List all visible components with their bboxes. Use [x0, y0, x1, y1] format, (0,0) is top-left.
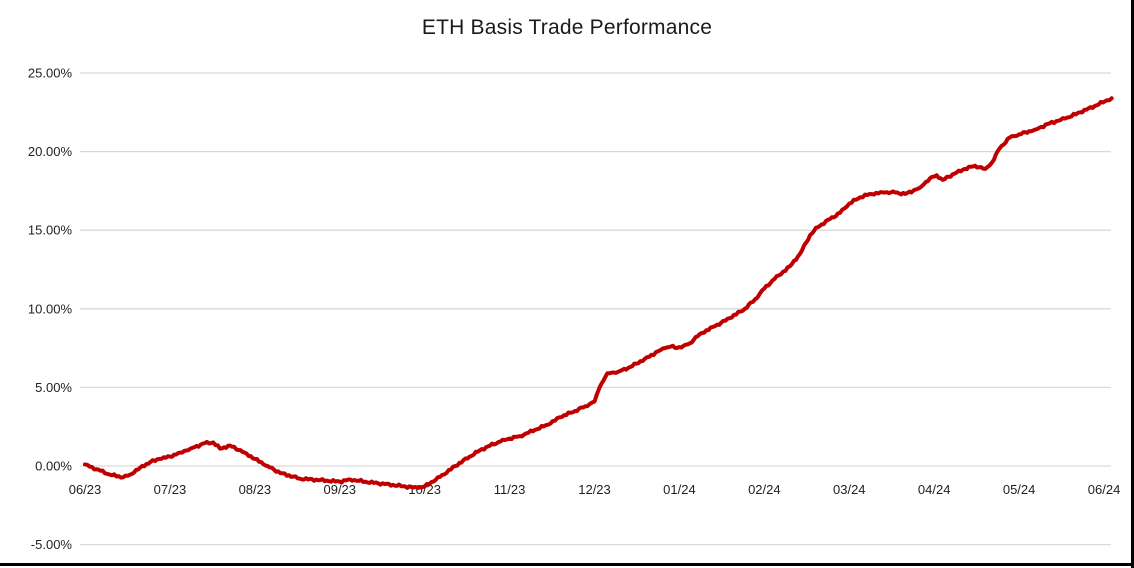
frame-border-right — [1131, 0, 1134, 568]
x-tick-label: 06/23 — [69, 482, 102, 497]
x-tick-label: 06/24 — [1088, 482, 1121, 497]
performance-line — [83, 96, 1114, 490]
y-tick-label: -5.00% — [31, 537, 73, 552]
y-tick-label: 15.00% — [28, 223, 73, 238]
x-tick-label: 09/23 — [323, 482, 356, 497]
x-tick-label: 03/24 — [833, 482, 866, 497]
x-tick-label: 08/23 — [239, 482, 272, 497]
y-tick-label: 0.00% — [35, 459, 72, 474]
y-tick-label: 5.00% — [35, 380, 72, 395]
x-tick-label: 01/24 — [663, 482, 696, 497]
x-tick-label: 04/24 — [918, 482, 951, 497]
x-tick-label: 05/24 — [1003, 482, 1036, 497]
y-tick-label: 20.00% — [28, 144, 73, 159]
y-tick-label: 25.00% — [28, 66, 73, 81]
x-tick-label: 07/23 — [154, 482, 187, 497]
y-tick-label: 10.00% — [28, 301, 73, 316]
chart-title: ETH Basis Trade Performance — [421, 16, 713, 39]
x-tick-label: 12/23 — [578, 482, 611, 497]
x-tick-label: 11/23 — [494, 482, 526, 497]
frame-border-bottom — [0, 563, 1134, 566]
x-tick-label: 02/24 — [748, 482, 781, 497]
